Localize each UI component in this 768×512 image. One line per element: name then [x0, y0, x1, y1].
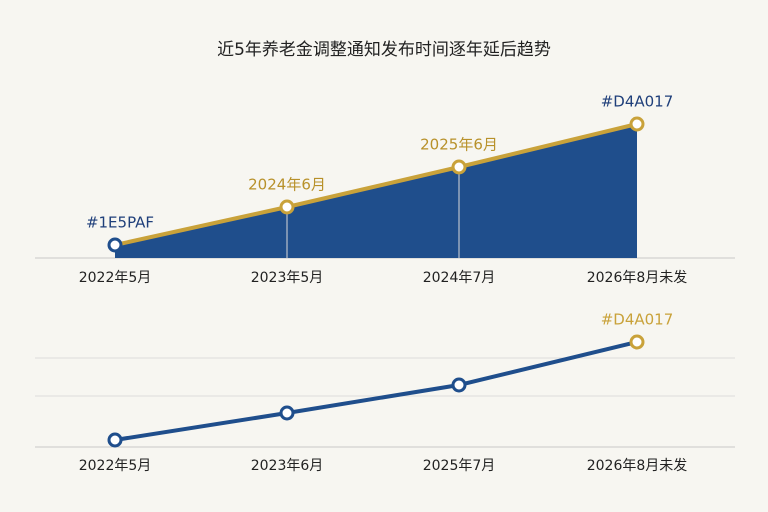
- point: [107, 432, 123, 448]
- x-tick-label: 2024年7月: [423, 270, 496, 286]
- point: [107, 237, 123, 253]
- point-label: #1E5PAF: [86, 214, 154, 232]
- x-tick-label: 2022年5月: [79, 270, 152, 286]
- point-label: #D4A017: [601, 311, 674, 329]
- point: [279, 199, 295, 215]
- point: [629, 116, 645, 132]
- line: [114, 340, 638, 442]
- point-label: 2025年6月: [420, 136, 498, 154]
- x-tick-label: 2026年8月未发: [587, 270, 688, 286]
- x-tick-label: 2025年7月: [423, 458, 496, 474]
- x-tick-label: 2022年5月: [79, 458, 152, 474]
- point: [629, 334, 645, 350]
- point: [279, 405, 295, 421]
- line: [114, 122, 638, 247]
- point-label: 2024年6月: [248, 176, 326, 194]
- point-label: #D4A017: [601, 93, 674, 111]
- point: [451, 377, 467, 393]
- x-tick-label: 2026年8月未发: [587, 458, 688, 474]
- x-tick-label: 2023年5月: [251, 270, 324, 286]
- point: [451, 159, 467, 175]
- chart-title: 近5年养老金调整通知发布时间逐年延后趋势: [217, 40, 551, 60]
- x-tick-label: 2023年6月: [251, 458, 324, 474]
